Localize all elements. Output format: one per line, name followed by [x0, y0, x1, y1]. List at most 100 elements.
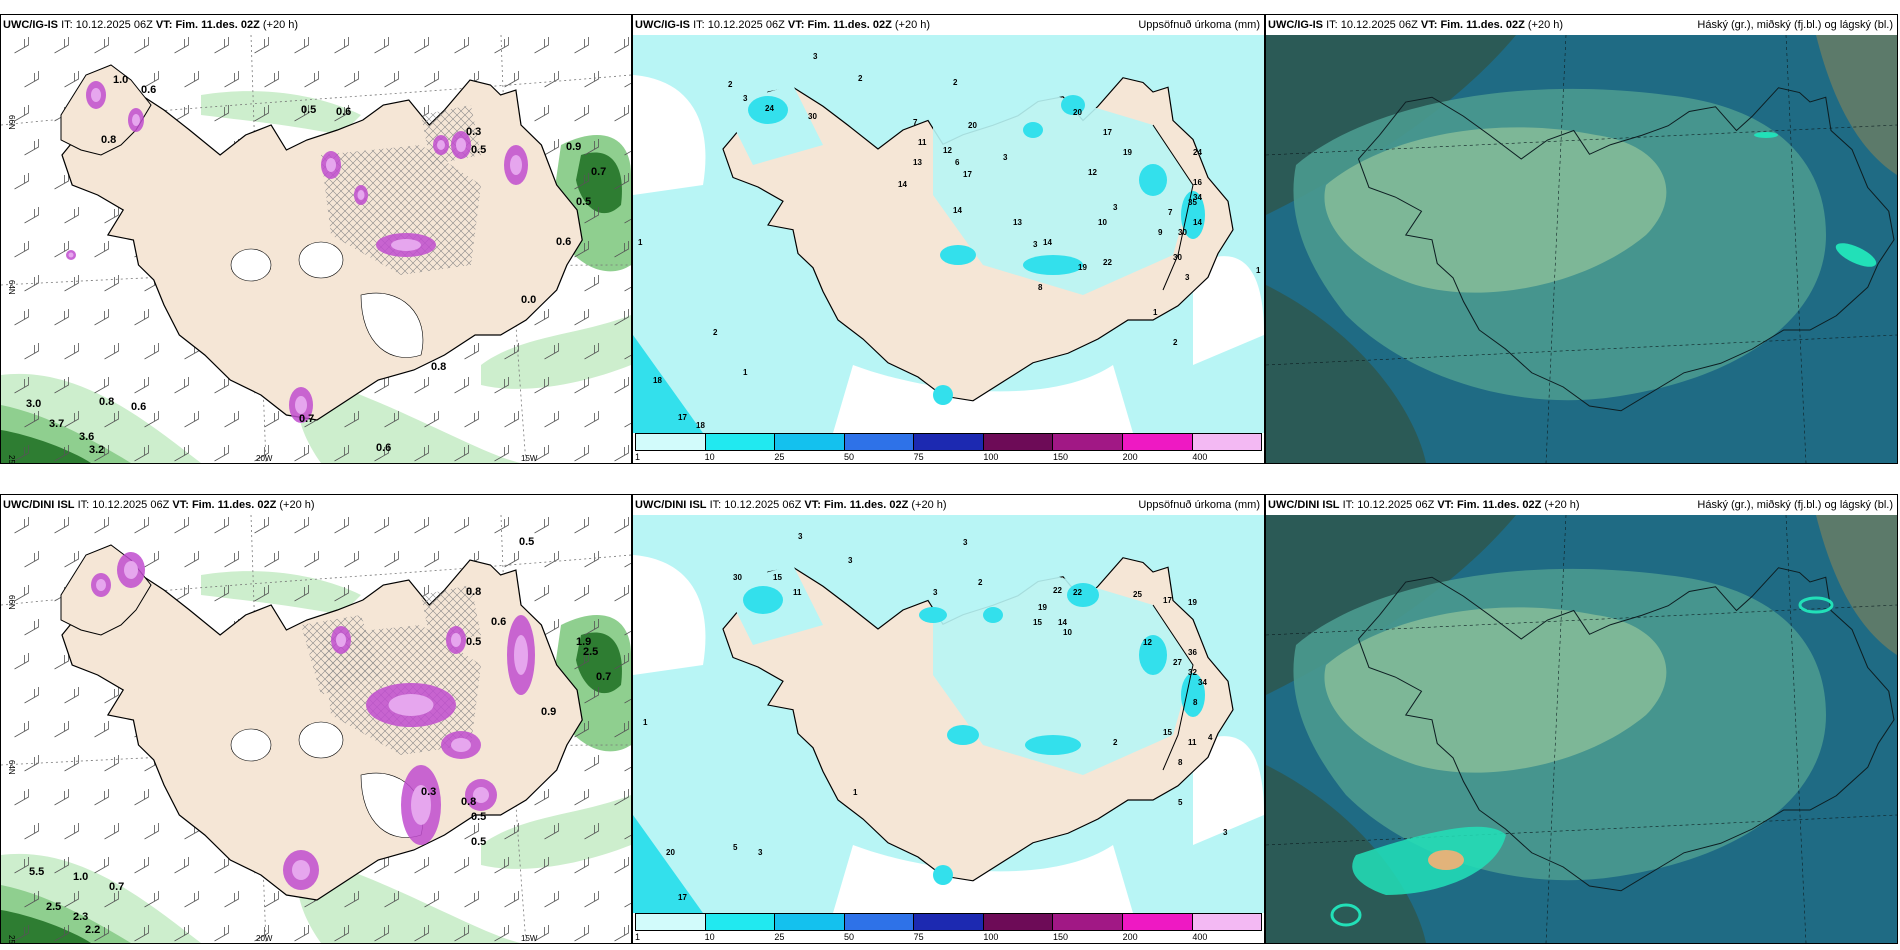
- precip-value: 10: [1063, 628, 1072, 637]
- precip-contour: [947, 725, 979, 745]
- wind-barb-icon: [94, 309, 109, 326]
- legend-swatch: [775, 914, 845, 930]
- wind-barb-icon: [534, 445, 549, 462]
- legend-swatch: [1053, 434, 1123, 450]
- wind-barb-icon: [14, 857, 29, 874]
- legend-swatch: [1122, 434, 1193, 450]
- legend-tick: 75: [913, 932, 924, 942]
- snow-value: 3.6: [79, 431, 94, 443]
- precip-value: 30: [808, 112, 817, 121]
- wind-barb-icon: [614, 241, 629, 258]
- latitude-label: 64N: [7, 760, 16, 775]
- wind-barb-icon: [374, 445, 389, 462]
- precip-value: 30: [1173, 253, 1182, 262]
- wind-barb-icon: [574, 445, 589, 462]
- wind-barb-icon: [584, 823, 599, 840]
- legend-tick: 25: [774, 932, 785, 942]
- precip-contour: [1181, 673, 1205, 717]
- wind-barb-icon: [144, 891, 159, 908]
- precip-contour: [1139, 635, 1167, 675]
- precip-value: 22: [1053, 586, 1062, 595]
- wind-barb-icon: [374, 37, 389, 54]
- precip-value: 3: [933, 588, 938, 597]
- precip-value: 3: [1113, 203, 1118, 212]
- precip-value: 1: [1153, 308, 1158, 317]
- wind-barb-icon: [104, 343, 119, 360]
- longitude-label: 20W: [256, 454, 273, 463]
- panel-field-title: Uppsöfnuð úrkoma (mm): [1138, 499, 1260, 511]
- precip-value: 14: [1043, 238, 1052, 247]
- wind-barb-icon: [144, 551, 159, 568]
- wind-barb-icon: [174, 37, 189, 54]
- wind-barb-icon: [54, 241, 69, 258]
- precip-value: 5: [1178, 798, 1183, 807]
- wind-barb-icon: [504, 343, 519, 360]
- snow-value: 0.5: [576, 196, 591, 208]
- wind-barb-icon: [584, 891, 599, 908]
- precip-value: 35: [1188, 198, 1197, 207]
- precip-value: 15: [1163, 728, 1172, 737]
- wind-barb-icon: [534, 517, 549, 534]
- wind-barb-icon: [14, 309, 29, 326]
- precip-value: 19: [1038, 603, 1047, 612]
- legend-swatch: [844, 434, 915, 450]
- legend-swatch: [914, 434, 984, 450]
- precip-value: 14: [1058, 618, 1067, 627]
- snow-value: 0.8: [99, 396, 114, 408]
- legend-swatch: [844, 914, 915, 930]
- legend-swatch: [1192, 434, 1262, 450]
- wind-barb-icon: [494, 37, 509, 54]
- wind-barb-icon: [574, 173, 589, 190]
- wind-barb-icon: [574, 857, 589, 874]
- wind-barb-icon: [544, 71, 559, 88]
- legend-swatch: [1192, 914, 1262, 930]
- wind-barb-icon: [14, 377, 29, 394]
- panel-header: UWC/DINI ISL IT: 10.12.2025 06Z VT: Fim.…: [633, 495, 1264, 515]
- wind-barb-icon: [614, 377, 629, 394]
- wind-barb-icon: [224, 71, 239, 88]
- latitude-label: 66N: [7, 115, 16, 130]
- wind-barb-icon: [614, 925, 629, 942]
- precip-value: 17: [678, 413, 687, 422]
- vt-value: Fim. 11.des. 02Z: [1456, 499, 1542, 511]
- precip-value: 14: [953, 206, 962, 215]
- wind-barb-icon: [94, 721, 109, 738]
- wind-barb-icon: [574, 653, 589, 670]
- wind-barb-icon: [184, 71, 199, 88]
- wind-barb-icon: [614, 173, 629, 190]
- panel-precip-dini: UWC/DINI ISL IT: 10.12.2025 06Z VT: Fim.…: [632, 494, 1265, 944]
- wind-barb-icon: [54, 37, 69, 54]
- wind-barb-icon: [294, 445, 309, 462]
- wind-barb-icon: [374, 857, 389, 874]
- wind-barb-icon: [614, 445, 629, 462]
- vt-label: VT:: [1420, 19, 1438, 31]
- lead-time: (+20 h): [911, 499, 947, 511]
- wind-barb-icon: [104, 207, 119, 224]
- wind-barb-icon: [214, 517, 229, 534]
- vt-value: Fim. 11.des. 02Z: [1440, 19, 1525, 31]
- precip-value: 22: [1073, 588, 1082, 597]
- precip-value: 2: [1113, 738, 1118, 747]
- it-value: 10.12.2025 06Z: [724, 499, 802, 511]
- legend-tick: 150: [1053, 452, 1069, 462]
- wind-barb-icon: [184, 891, 199, 908]
- wind-barb-icon: [64, 411, 79, 428]
- wind-barb-icon: [584, 71, 599, 88]
- precip-value: 3: [963, 538, 968, 547]
- panel-header: UWC/DINI ISL IT: 10.12.2025 06Z VT: Fim.…: [1266, 495, 1897, 515]
- precip-value: 7: [913, 118, 918, 127]
- precip-value: 4: [1208, 733, 1213, 742]
- wind-barb-icon: [424, 411, 439, 428]
- precip-contour: [919, 607, 947, 623]
- wind-barb-icon: [134, 377, 149, 394]
- legend-tick: 200: [1122, 932, 1138, 942]
- wind-barb-icon: [64, 891, 79, 908]
- legend-tick: 75: [913, 452, 924, 462]
- wind-barb-icon: [214, 585, 229, 602]
- model-label: UWC/IG-IS: [1268, 19, 1323, 31]
- wind-barb-icon: [214, 37, 229, 54]
- snow-value: 0.6: [491, 616, 506, 628]
- it-label: IT:: [693, 19, 705, 31]
- wind-barb-icon: [624, 286, 631, 292]
